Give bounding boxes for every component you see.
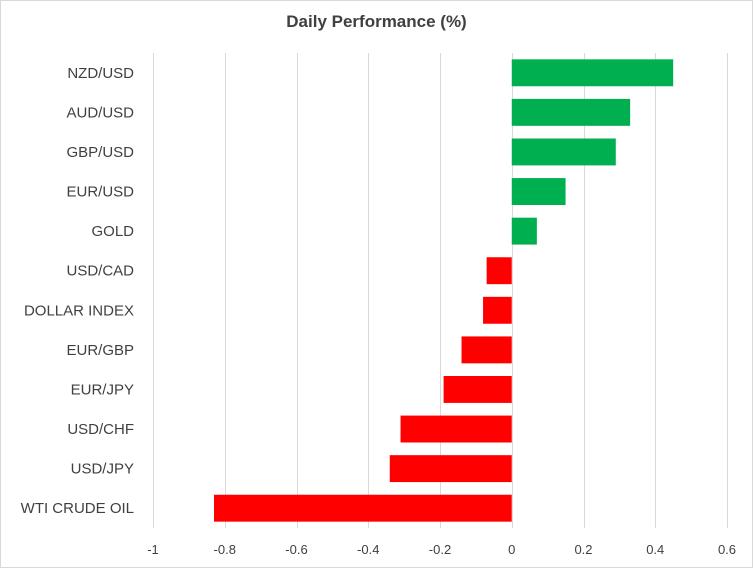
category-label: GBP/USD	[66, 144, 134, 161]
bar	[443, 376, 512, 403]
bars	[213, 59, 674, 522]
bar	[400, 415, 512, 443]
bar	[213, 494, 512, 522]
x-tick-labels: -1 -0.8 -0.6 -0.4 -0.2 0 0.2 0.4 0.6	[147, 542, 736, 557]
bar	[511, 138, 616, 166]
category-label: WTI CRUDE OIL	[21, 500, 134, 517]
chart-title: Daily Performance (%)	[286, 12, 467, 31]
x-tick-label: 0.2	[574, 542, 592, 557]
category-label: AUD/USD	[66, 104, 134, 121]
bar	[511, 59, 674, 87]
gridlines	[153, 53, 728, 528]
category-label: USD/CAD	[66, 263, 134, 280]
category-label: DOLLAR INDEX	[24, 302, 134, 319]
bar	[483, 296, 512, 324]
x-tick-label: -0.2	[429, 542, 451, 557]
bar	[461, 336, 512, 364]
category-label: EUR/JPY	[71, 381, 134, 398]
bar	[511, 98, 631, 126]
bar	[511, 178, 566, 205]
category-label: USD/CHF	[67, 421, 134, 438]
category-label: GOLD	[91, 223, 134, 240]
bar	[511, 217, 537, 245]
bar	[389, 455, 512, 483]
x-tick-label: 0.4	[646, 542, 664, 557]
x-tick-label: -1	[147, 542, 159, 557]
category-labels: NZD/USD AUD/USD GBP/USD EUR/USD GOLD USD/CAD D…	[21, 65, 135, 517]
x-tick-label: -0.4	[357, 542, 379, 557]
x-tick-label: 0.6	[718, 542, 736, 557]
x-tick-label: -0.6	[285, 542, 307, 557]
category-label: USD/JPY	[71, 461, 134, 478]
category-label: NZD/USD	[67, 65, 134, 82]
x-tick-label: 0	[508, 542, 515, 557]
x-tick-label: -0.8	[214, 542, 236, 557]
category-label: EUR/USD	[66, 184, 134, 201]
bar	[486, 257, 512, 285]
category-label: EUR/GBP	[66, 342, 134, 359]
